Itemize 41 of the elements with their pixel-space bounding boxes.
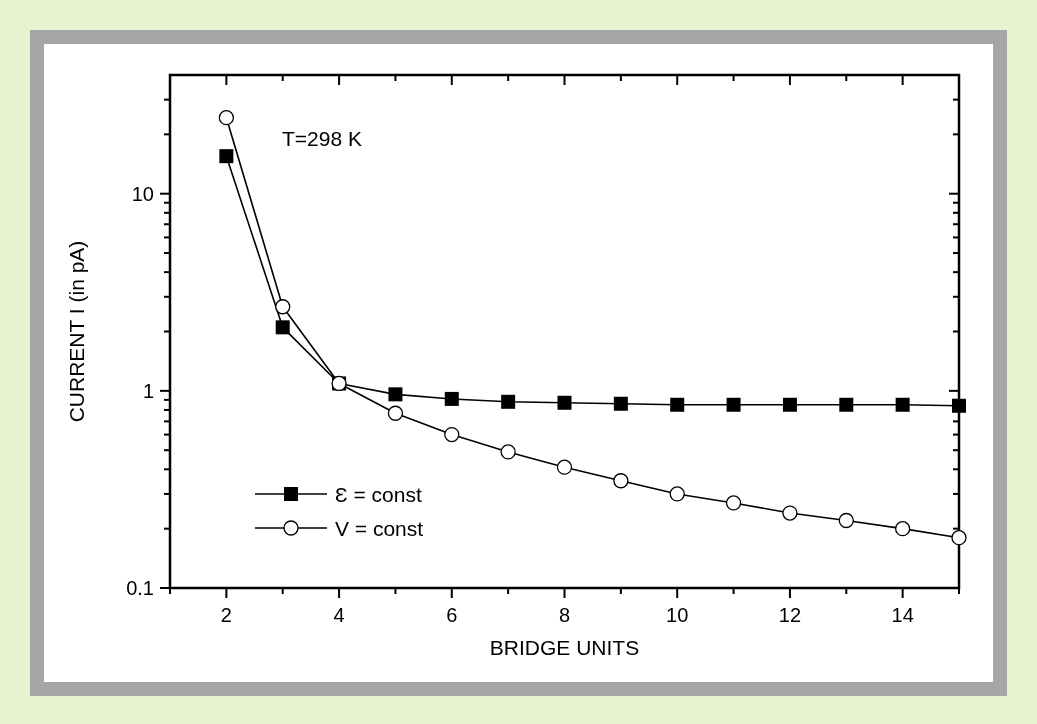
y-axis-title: CURRENT I (in pA) <box>65 240 88 423</box>
point <box>275 299 291 315</box>
point <box>782 505 798 521</box>
y-tick-label: 10 <box>131 182 154 205</box>
annotation: T=298 K <box>282 127 362 150</box>
y-tick-label: 1 <box>142 379 154 402</box>
point <box>838 512 854 529</box>
point <box>613 396 628 411</box>
x-axis-title: BRIDGE UNITS <box>489 636 640 659</box>
point <box>670 397 685 412</box>
y-tick-label: 0.1 <box>126 577 154 599</box>
point <box>444 391 459 406</box>
point <box>894 521 911 537</box>
point <box>500 444 516 460</box>
point <box>613 473 629 489</box>
point <box>219 149 234 164</box>
x-tick-label: 6 <box>446 604 458 626</box>
point <box>387 405 404 421</box>
point <box>895 397 910 412</box>
point <box>726 397 741 412</box>
x-tick-label: 2 <box>220 604 232 626</box>
x-tick-label: 8 <box>558 604 571 626</box>
x-tick-label: 10 <box>666 604 689 626</box>
x-tick-label: 4 <box>333 604 345 626</box>
point <box>952 398 966 413</box>
point <box>501 394 516 409</box>
legend-label: V = const <box>335 517 424 540</box>
point <box>557 395 572 410</box>
point <box>556 459 573 475</box>
x-tick-label: 12 <box>778 604 802 626</box>
legend-label: Ɛ = const <box>335 483 422 506</box>
point <box>388 387 403 402</box>
point <box>951 530 967 546</box>
point <box>444 426 460 443</box>
point <box>725 495 742 511</box>
point <box>275 320 290 335</box>
point <box>218 110 235 126</box>
point <box>839 397 854 412</box>
point <box>669 486 685 502</box>
point <box>782 397 797 412</box>
x-tick-label: 14 <box>891 604 914 626</box>
